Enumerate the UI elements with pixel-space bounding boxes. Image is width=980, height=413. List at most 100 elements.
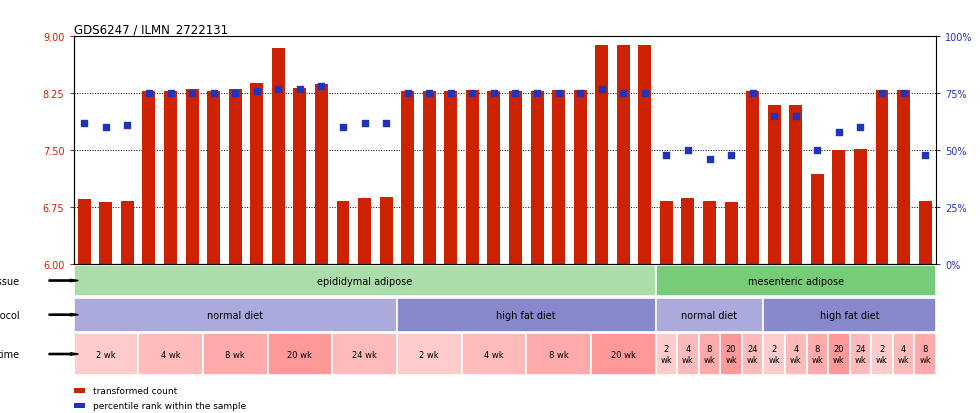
Bar	[74, 265, 656, 297]
Text: GDS6247 / ILMN_2722131: GDS6247 / ILMN_2722131	[74, 23, 227, 36]
Text: mesenteric adipose: mesenteric adipose	[748, 276, 844, 286]
Text: 8
wk: 8 wk	[704, 344, 715, 364]
Text: 8
wk: 8 wk	[919, 344, 931, 364]
Point	[831, 129, 847, 136]
Bar	[250, 84, 264, 264]
Point	[98, 125, 114, 131]
Bar	[893, 333, 914, 375]
Point	[508, 91, 523, 97]
Point	[874, 91, 890, 97]
Point	[163, 91, 178, 97]
Text: 4
wk: 4 wk	[682, 344, 694, 364]
Point	[378, 120, 394, 127]
Text: 2
wk: 2 wk	[768, 344, 780, 364]
Text: tissue: tissue	[0, 276, 20, 286]
Bar	[397, 333, 462, 375]
Bar	[828, 333, 850, 375]
Point	[853, 125, 868, 131]
Bar	[99, 202, 113, 264]
Bar	[509, 92, 522, 264]
Point	[917, 152, 933, 159]
Bar	[466, 91, 479, 264]
Point	[184, 91, 200, 97]
Text: 20 wk: 20 wk	[287, 350, 313, 358]
Bar	[850, 333, 871, 375]
Point	[766, 113, 782, 120]
Point	[702, 157, 717, 163]
Bar	[703, 202, 716, 264]
Point	[572, 91, 588, 97]
Bar	[810, 175, 824, 264]
Bar	[638, 46, 652, 264]
Text: normal diet: normal diet	[681, 310, 738, 320]
Bar	[530, 92, 544, 264]
Bar	[677, 333, 699, 375]
Bar	[681, 198, 695, 264]
Point	[659, 152, 674, 159]
Point	[76, 120, 92, 127]
Bar	[207, 92, 220, 264]
Bar	[203, 333, 268, 375]
Point	[249, 88, 265, 95]
Text: 24 wk: 24 wk	[352, 350, 377, 358]
Bar	[763, 333, 785, 375]
Text: 20 wk: 20 wk	[611, 350, 636, 358]
Bar	[789, 105, 803, 264]
Text: high fat diet: high fat diet	[820, 310, 879, 320]
Point	[357, 120, 372, 127]
Bar	[268, 333, 332, 375]
Bar	[379, 198, 393, 264]
Bar	[164, 92, 177, 264]
Text: 20
wk: 20 wk	[833, 344, 845, 364]
Point	[292, 86, 308, 93]
Text: 8 wk: 8 wk	[549, 350, 568, 358]
Bar	[918, 202, 932, 264]
Point	[637, 91, 653, 97]
Point	[227, 91, 243, 97]
Bar	[77, 200, 91, 264]
Bar	[138, 333, 203, 375]
Bar	[854, 149, 867, 264]
Text: 4 wk: 4 wk	[161, 350, 180, 358]
Bar	[699, 333, 720, 375]
Text: protocol: protocol	[0, 310, 20, 320]
Text: percentile rank within the sample: percentile rank within the sample	[93, 401, 246, 411]
Bar	[763, 298, 936, 332]
Bar	[871, 333, 893, 375]
Bar	[746, 92, 760, 264]
Point	[206, 91, 221, 97]
Bar	[875, 91, 889, 264]
Point	[443, 91, 459, 97]
Point	[335, 125, 351, 131]
Text: time: time	[0, 349, 20, 359]
Text: normal diet: normal diet	[207, 310, 264, 320]
Text: 24
wk: 24 wk	[747, 344, 759, 364]
Text: 2
wk: 2 wk	[661, 344, 672, 364]
Bar	[185, 90, 199, 264]
Bar	[595, 46, 609, 264]
Bar	[573, 91, 587, 264]
Point	[594, 86, 610, 93]
Bar	[832, 151, 846, 264]
Text: 4
wk: 4 wk	[790, 344, 802, 364]
Bar	[228, 90, 242, 264]
Bar	[724, 202, 738, 264]
Point	[421, 91, 437, 97]
Text: 2 wk: 2 wk	[96, 350, 116, 358]
Bar	[293, 89, 307, 264]
Bar	[914, 333, 936, 375]
Bar	[616, 46, 630, 264]
Point	[615, 91, 631, 97]
Bar	[785, 333, 807, 375]
Point	[465, 91, 480, 97]
Bar	[656, 298, 763, 332]
Point	[120, 123, 135, 129]
Point	[486, 91, 502, 97]
Bar	[336, 202, 350, 264]
Bar	[720, 333, 742, 375]
Point	[809, 147, 825, 154]
Bar	[552, 91, 565, 264]
Point	[141, 91, 157, 97]
Text: 4 wk: 4 wk	[484, 350, 504, 358]
Point	[680, 147, 696, 154]
